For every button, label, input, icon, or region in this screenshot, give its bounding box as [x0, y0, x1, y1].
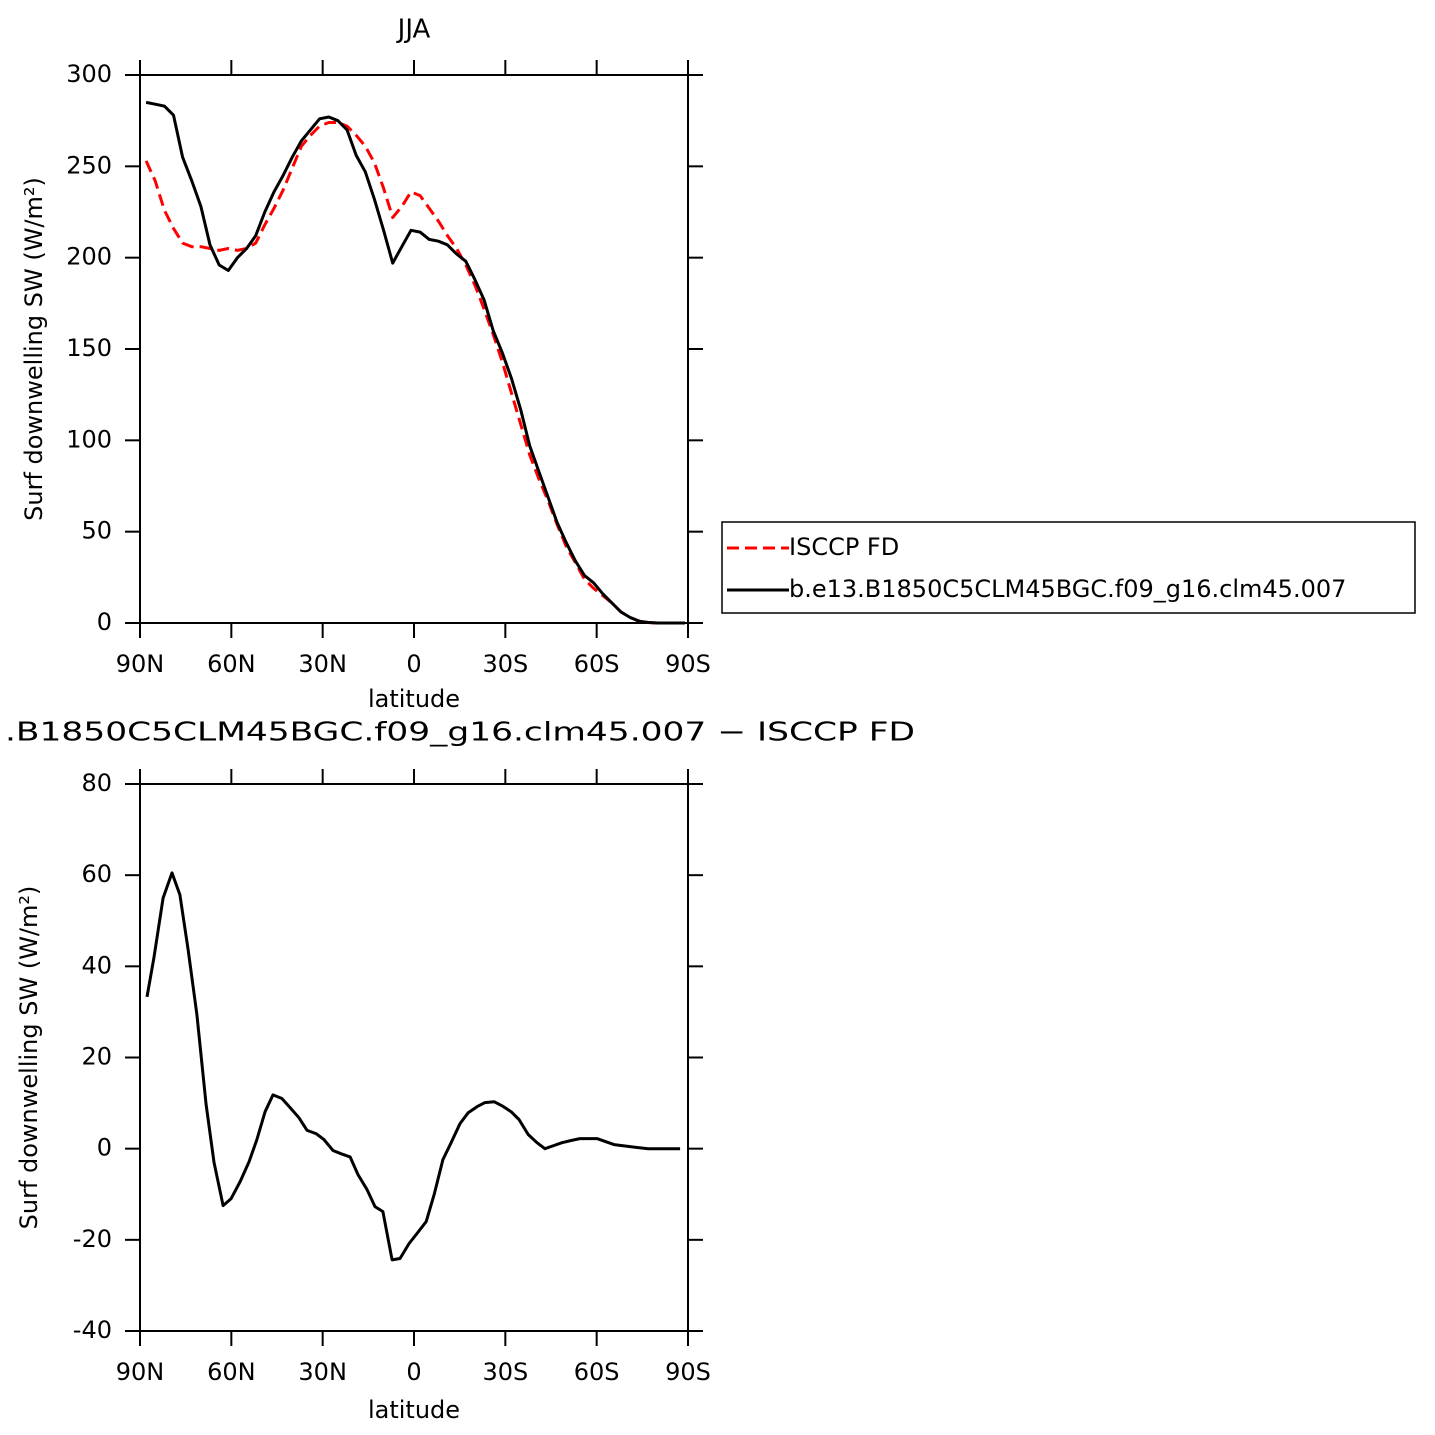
x-tick-label: 30N — [298, 1358, 347, 1386]
y-tick-label: 0 — [97, 1134, 112, 1162]
x-tick-label: 60S — [574, 650, 620, 678]
x-tick-label: 60N — [207, 1358, 256, 1386]
y-tick-label: 100 — [66, 425, 112, 453]
y-tick-label: 250 — [66, 151, 112, 179]
plot-frame — [139, 74, 689, 624]
y-tick-label: 200 — [66, 243, 112, 271]
y-tick-label: 80 — [81, 769, 112, 797]
chart-title: JJA — [396, 15, 431, 45]
x-axis-label: latitude — [368, 685, 460, 713]
x-tick-label: 90N — [116, 1358, 165, 1386]
plot-frame — [139, 783, 689, 1332]
y-axis-label: Surf downwelling SW (W/m²) — [20, 177, 48, 521]
x-tick-label: 30S — [482, 650, 528, 678]
chart-title: .B1850C5CLM45BGC.f09_g16.clm45.007 − ISC… — [5, 718, 915, 748]
x-tick-label: 90N — [116, 650, 165, 678]
y-tick-label: -40 — [73, 1316, 112, 1344]
x-tick-label: 60N — [207, 650, 256, 678]
y-tick-label: 20 — [81, 1043, 112, 1071]
legend-label: ISCCP FD — [789, 533, 899, 561]
data-line — [144, 121, 685, 625]
legend-label: b.e13.B1850C5CLM45BGC.f09_g16.clm45.007 — [789, 575, 1346, 603]
legend-box — [721, 521, 1416, 614]
y-tick-label: 60 — [81, 860, 112, 888]
x-tick-label: 30S — [482, 1358, 528, 1386]
x-tick-label: 0 — [406, 650, 421, 678]
x-tick-label: 30N — [298, 650, 347, 678]
y-tick-label: 300 — [66, 60, 112, 88]
x-tick-label: 0 — [406, 1358, 421, 1386]
y-tick-label: 0 — [97, 608, 112, 636]
data-line — [145, 100, 685, 625]
y-tick-label: -20 — [73, 1225, 112, 1253]
y-tick-label: 150 — [66, 334, 112, 362]
y-tick-label: 50 — [81, 517, 112, 545]
x-tick-label: 60S — [574, 1358, 620, 1386]
y-tick-label: 40 — [81, 951, 112, 979]
data-line — [145, 871, 681, 1262]
x-tick-label: 90S — [665, 1358, 711, 1386]
y-axis-label: Surf downwelling SW (W/m²) — [15, 886, 43, 1230]
x-axis-label: latitude — [368, 1396, 460, 1424]
x-tick-label: 90S — [665, 650, 711, 678]
